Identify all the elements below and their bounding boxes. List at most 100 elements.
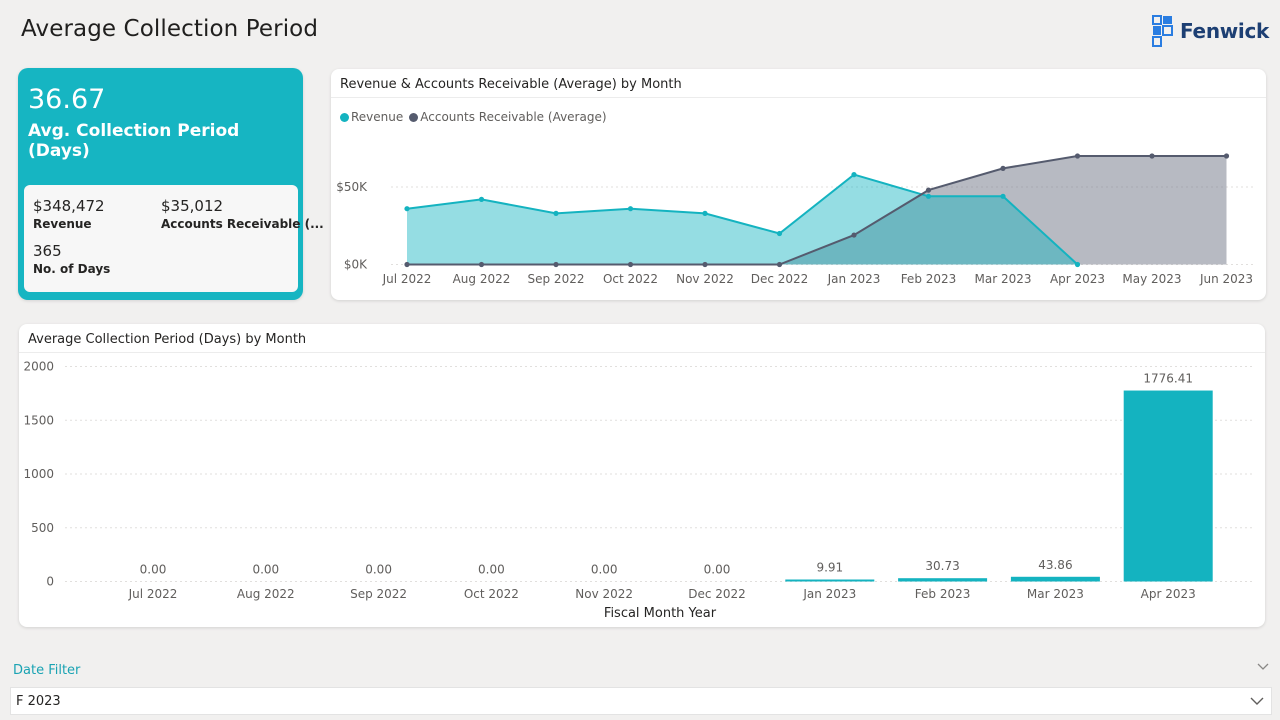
y-tick-label: 500 bbox=[31, 521, 54, 535]
brand-logo: Fenwick bbox=[1152, 14, 1269, 48]
kpi-metrics-panel: $348,472 Revenue $35,012 Accounts Receiv… bbox=[24, 185, 324, 292]
chart-title: Revenue & Accounts Receivable (Average) … bbox=[340, 77, 682, 92]
kpi-label: Avg. Collection Period (Days) bbox=[28, 121, 240, 161]
data-point bbox=[702, 261, 708, 268]
data-point bbox=[925, 193, 932, 199]
series-area-revenue bbox=[407, 174, 1078, 265]
y-tick-label: 1000 bbox=[23, 467, 54, 481]
kpi-metric-accounts-receivable: $35,012 Accounts Receivable (... bbox=[161, 197, 324, 231]
data-point bbox=[627, 261, 634, 268]
data-label: 0.00 bbox=[704, 563, 731, 577]
chart-legend: Revenue Accounts Receivable (Average) bbox=[340, 110, 613, 124]
data-label: 0.00 bbox=[591, 563, 618, 577]
data-point bbox=[478, 196, 485, 202]
data-label: 43.86 bbox=[1038, 558, 1072, 572]
kpi-metric-label: No. of Days bbox=[33, 262, 111, 276]
data-point bbox=[404, 206, 410, 212]
x-tick-label: Jul 2022 bbox=[382, 272, 432, 286]
data-point bbox=[702, 210, 708, 216]
panel-divider bbox=[19, 352, 1265, 353]
data-label: 0.00 bbox=[365, 563, 392, 577]
data-point bbox=[851, 232, 857, 238]
data-point bbox=[1000, 193, 1006, 199]
x-tick-label: Dec 2022 bbox=[688, 587, 746, 601]
date-filter-value: F 2023 bbox=[16, 694, 61, 709]
data-point bbox=[925, 187, 932, 193]
data-point bbox=[1223, 153, 1230, 159]
kpi-card[interactable]: 36.67 Avg. Collection Period (Days) $348… bbox=[18, 68, 324, 300]
data-point bbox=[1074, 153, 1081, 159]
date-filter-label: Date Filter bbox=[13, 663, 81, 678]
x-tick-label: Sep 2022 bbox=[528, 272, 585, 286]
data-label: 0.00 bbox=[140, 563, 167, 577]
x-tick-label: Dec 2022 bbox=[751, 272, 809, 286]
x-tick-label: Mar 2023 bbox=[975, 272, 1032, 286]
legend-item-accounts-receivable[interactable]: Accounts Receivable (Average) bbox=[409, 110, 607, 124]
revenue-ar-chart-panel[interactable]: Revenue & Accounts Receivable (Average) … bbox=[331, 69, 1266, 300]
legend-item-revenue[interactable]: Revenue bbox=[340, 110, 403, 124]
kpi-metric-label: Revenue bbox=[33, 217, 92, 231]
x-tick-label: Jun 2023 bbox=[1199, 272, 1253, 286]
data-point bbox=[1000, 165, 1006, 171]
data-label: 0.00 bbox=[478, 563, 505, 577]
legend-dot-icon bbox=[409, 112, 419, 122]
series-line-revenue bbox=[406, 173, 1079, 266]
bar-chart: 0 500 1000 1500 2000 0.00 Jul 2022 0.00 Aug 2022… bbox=[23, 360, 1255, 621]
x-tick-label: Jan 2023 bbox=[802, 587, 856, 601]
kpi-metric-label: Accounts Receivable (... bbox=[161, 217, 324, 231]
kpi-metric-days: 365 No. of Days bbox=[33, 242, 110, 276]
data-point bbox=[851, 172, 857, 178]
kpi-metric-value: 365 bbox=[33, 242, 62, 260]
page-title: Average Collection Period bbox=[21, 16, 319, 42]
y-tick-label: $0K bbox=[344, 258, 368, 272]
x-tick-label: Sep 2022 bbox=[350, 587, 407, 601]
x-tick-label: Aug 2022 bbox=[237, 587, 295, 601]
data-point bbox=[627, 206, 634, 212]
kpi-metric-value: $348,472 bbox=[33, 197, 105, 215]
x-tick-label: Nov 2022 bbox=[575, 587, 633, 601]
data-label: 0.00 bbox=[252, 563, 279, 577]
x-tick-label: Feb 2023 bbox=[915, 587, 971, 601]
series-line-accounts-receivable bbox=[407, 155, 1227, 266]
data-point bbox=[553, 261, 559, 268]
data-label: 1776.41 bbox=[1143, 372, 1193, 386]
panel-divider bbox=[331, 97, 1266, 98]
data-point bbox=[776, 230, 783, 237]
data-label: 30.73 bbox=[925, 559, 959, 573]
chart-title: Average Collection Period (Days) by Mont… bbox=[28, 332, 307, 347]
brand-name: Fenwick bbox=[1180, 19, 1270, 43]
data-point bbox=[478, 261, 485, 268]
y-tick-label: 1500 bbox=[23, 413, 54, 427]
chevron-down-icon[interactable] bbox=[1256, 660, 1270, 674]
legend-label: Accounts Receivable (Average) bbox=[420, 110, 607, 124]
fenwick-logo-icon bbox=[1152, 15, 1173, 47]
data-label: 9.91 bbox=[816, 561, 843, 575]
y-tick-label: 0 bbox=[46, 575, 54, 589]
date-filter-dropdown[interactable]: F 2023 bbox=[10, 687, 1272, 715]
data-point bbox=[1074, 261, 1081, 268]
x-tick-label: Jul 2022 bbox=[128, 587, 178, 601]
area-chart: $0K $50K Jul 2022 Aug 2022 Sep 2022 Oct 2022 N… bbox=[336, 153, 1256, 286]
bar bbox=[785, 579, 875, 582]
x-tick-label: Apr 2023 bbox=[1050, 272, 1105, 286]
x-axis-title: Fiscal Month Year bbox=[604, 606, 717, 621]
data-point bbox=[553, 210, 559, 216]
bar bbox=[1123, 390, 1213, 582]
x-tick-label: Feb 2023 bbox=[901, 272, 957, 286]
x-tick-label: Oct 2022 bbox=[464, 587, 519, 601]
kpi-value: 36.67 bbox=[28, 84, 106, 115]
kpi-metric-value: $35,012 bbox=[161, 197, 224, 215]
series-area-accounts-receivable-average- bbox=[407, 156, 1227, 265]
legend-label: Revenue bbox=[351, 110, 404, 124]
x-tick-label: Aug 2022 bbox=[453, 272, 511, 286]
y-tick-label: 2000 bbox=[23, 360, 54, 374]
data-point bbox=[1149, 153, 1155, 159]
bar bbox=[1010, 576, 1100, 582]
data-point bbox=[776, 261, 783, 268]
x-tick-label: Oct 2022 bbox=[603, 272, 658, 286]
x-tick-label: Mar 2023 bbox=[1027, 587, 1084, 601]
collection-period-chart-panel[interactable]: Average Collection Period (Days) by Mont… bbox=[19, 324, 1265, 627]
x-tick-label: Jan 2023 bbox=[827, 272, 881, 286]
kpi-metric-revenue: $348,472 Revenue bbox=[33, 197, 105, 231]
y-tick-label: $50K bbox=[336, 180, 368, 194]
